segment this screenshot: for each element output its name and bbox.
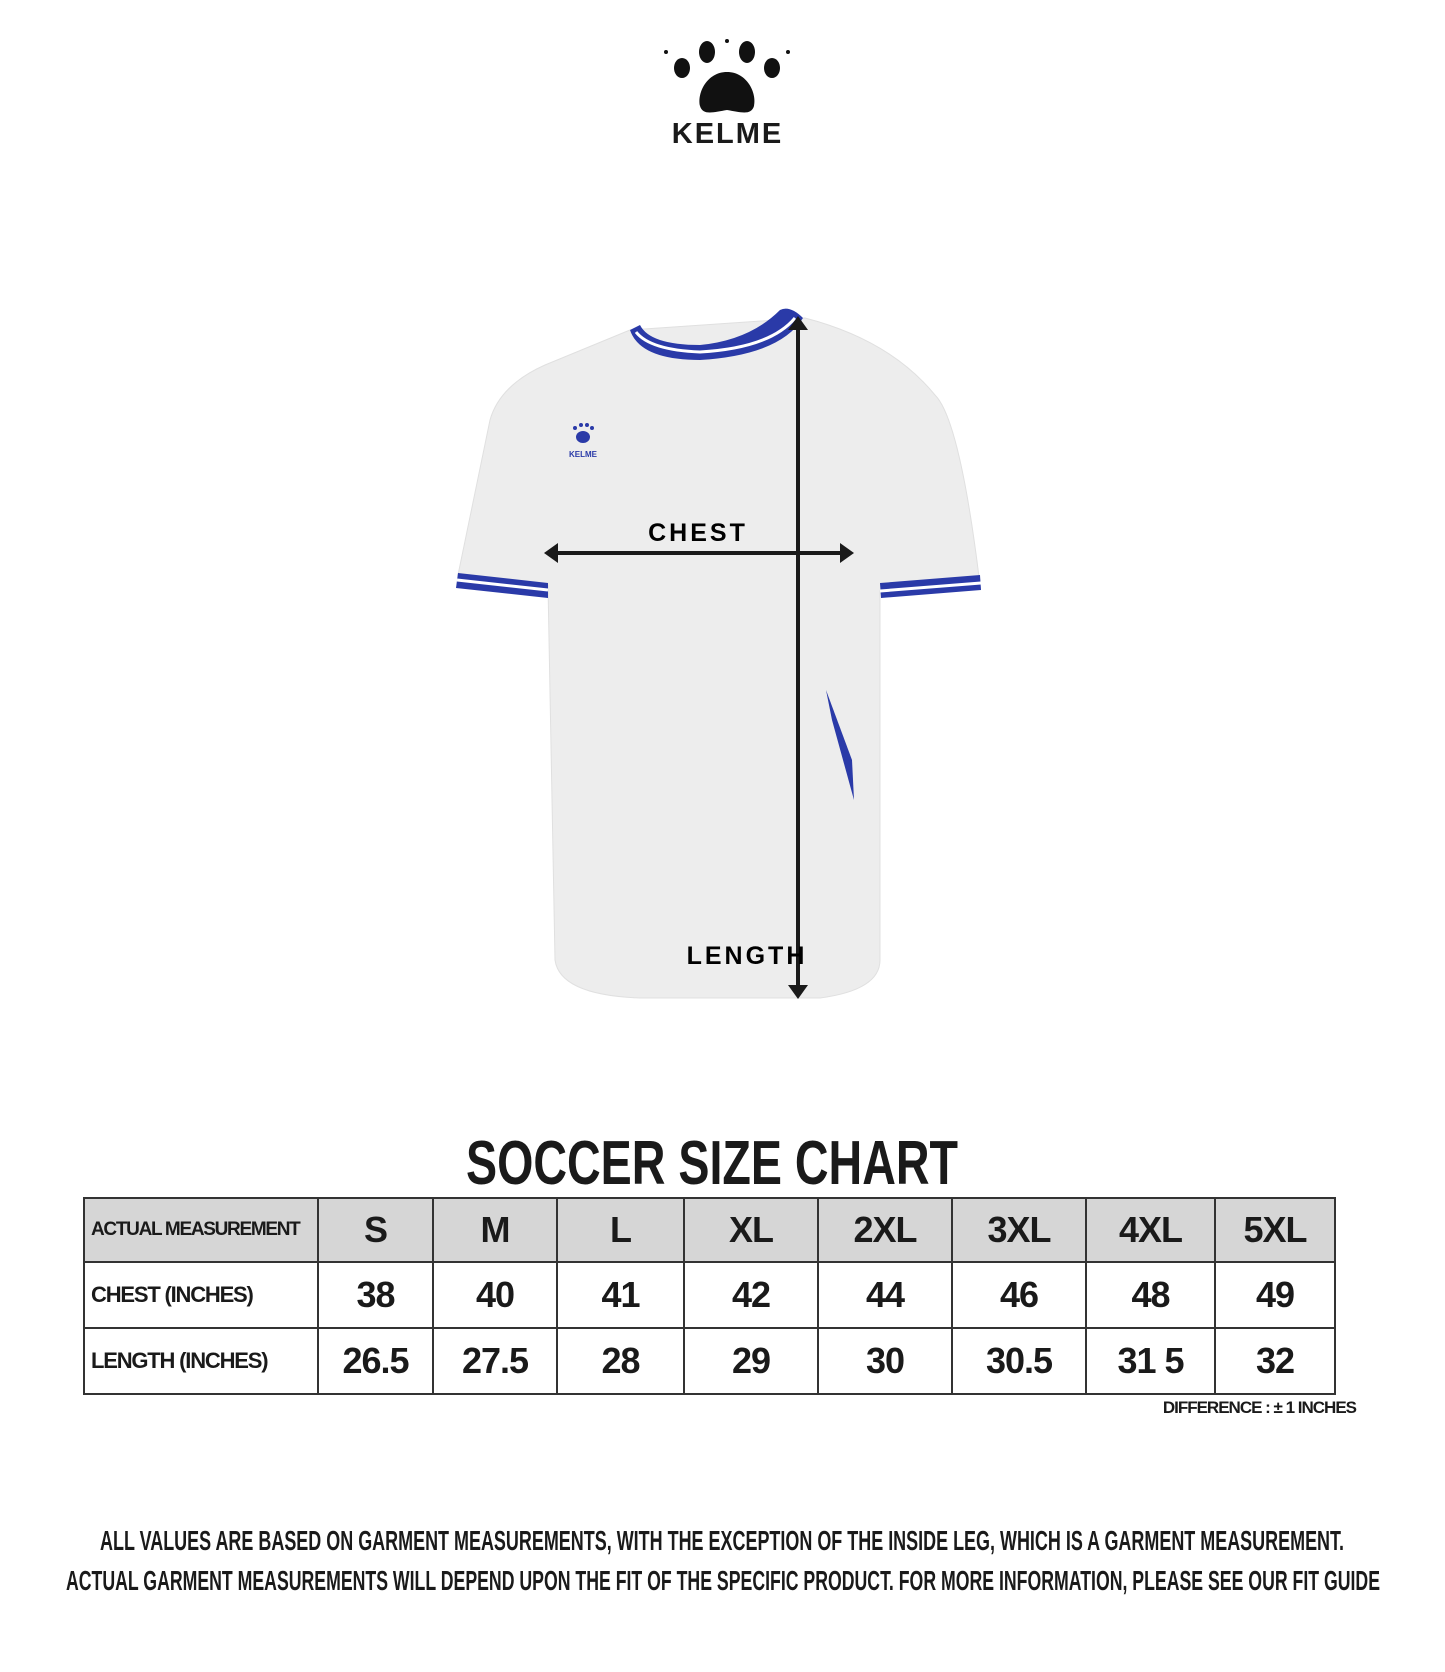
chest-logo-icon: KELME [569,423,598,459]
chest-label: CHEST [648,519,748,547]
table-cell: 41 [556,1261,685,1329]
row-label: CHEST (INCHES) [83,1261,319,1329]
table-cell: 32 [1214,1327,1336,1395]
chart-title-box: SOCCER SIZE CHART [466,1129,958,1196]
table-cell: 40 [432,1261,558,1329]
collar [630,308,803,360]
table-row: LENGTH (INCHES) 26.5 27.5 28 29 30 30.5 … [83,1327,1336,1395]
size-header: 3XL [951,1197,1087,1263]
table-row: CHEST (INCHES) 38 40 41 42 44 46 48 49 [83,1261,1336,1329]
table-header-row: ACTUAL MEASUREMENT S M L XL 2XL 3XL 4XL … [83,1197,1336,1263]
table-cell: 38 [317,1261,434,1329]
size-header: M [432,1197,558,1263]
chest-arrow [544,543,854,563]
table-cell: 44 [817,1261,953,1329]
table-cell: 31 5 [1085,1327,1216,1395]
table-cell: 42 [683,1261,819,1329]
size-header: 5XL [1214,1197,1336,1263]
paw-icon [664,39,790,113]
brand-name: KELME [671,118,784,150]
size-header: XL [683,1197,819,1263]
footer-note-1-box: ALL VALUES ARE BASED ON GARMENT MEASUREM… [100,1525,1344,1556]
shirt-body [457,317,981,999]
size-chart-table: ACTUAL MEASUREMENT S M L XL 2XL 3XL 4XL … [83,1197,1336,1395]
size-header: S [317,1197,434,1263]
footer-note-2-box: ACTUAL GARMENT MEASUREMENTS WILL DEPEND … [66,1565,1380,1596]
table-cell: 30.5 [951,1327,1087,1395]
footer-note-1: ALL VALUES ARE BASED ON GARMENT MEASUREM… [100,1525,1344,1556]
chart-title: SOCCER SIZE CHART [466,1129,958,1196]
length-arrow [788,316,808,999]
size-header: 4XL [1085,1197,1216,1263]
table-cell: 28 [556,1327,685,1395]
row-label: LENGTH (INCHES) [83,1327,319,1395]
size-header: L [556,1197,685,1263]
table-cell: 30 [817,1327,953,1395]
table-cell: 46 [951,1261,1087,1329]
table-cell: 26.5 [317,1327,434,1395]
footer-note-2: ACTUAL GARMENT MEASUREMENTS WILL DEPEND … [66,1565,1380,1596]
size-header: 2XL [817,1197,953,1263]
difference-note: DIFFERENCE : ± 1 INCHES [1162,1398,1357,1417]
side-panel [826,690,854,800]
table-cell: 29 [683,1327,819,1395]
shirt-diagram: KELME CHEST LENGTH [456,308,982,999]
table-cell: 49 [1214,1261,1336,1329]
table-cell: 48 [1085,1261,1216,1329]
length-label: LENGTH [687,942,808,970]
svg-text:KELME: KELME [569,450,598,459]
table-cell: 27.5 [432,1327,558,1395]
header-label: ACTUAL MEASUREMENT [83,1197,319,1263]
